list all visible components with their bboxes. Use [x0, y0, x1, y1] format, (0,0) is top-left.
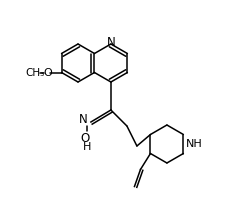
Text: H: H	[82, 142, 91, 152]
Text: NH: NH	[185, 139, 202, 149]
Text: O: O	[80, 131, 89, 145]
Text: O: O	[43, 67, 52, 78]
Text: CH₃: CH₃	[25, 67, 44, 78]
Text: N: N	[79, 114, 87, 126]
Text: N: N	[106, 36, 115, 50]
